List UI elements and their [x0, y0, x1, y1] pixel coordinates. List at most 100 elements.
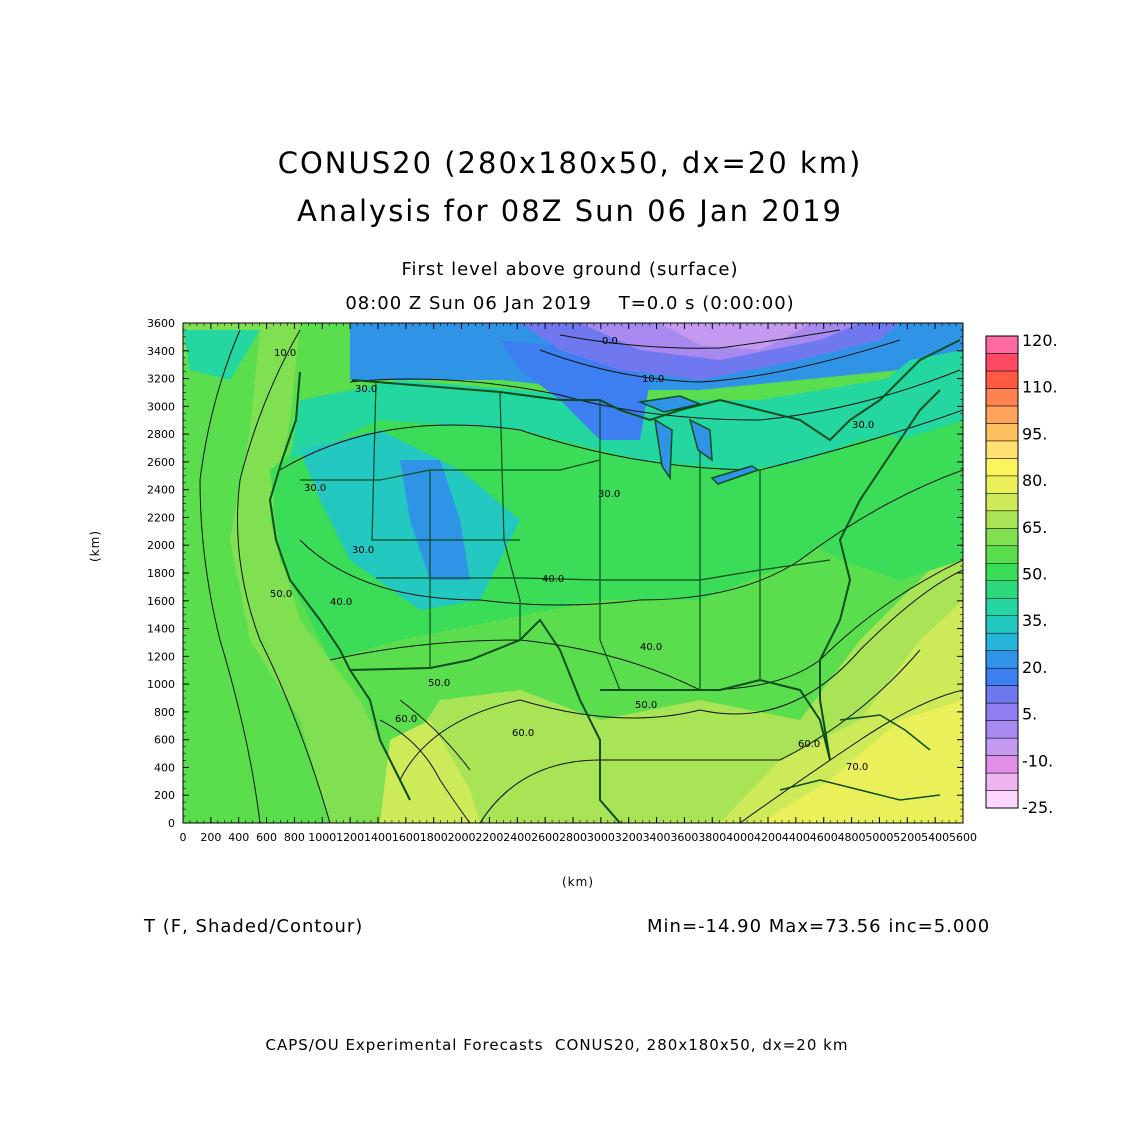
- x-tick-label: 3800: [698, 831, 726, 844]
- x-tick-label: 3000: [587, 831, 615, 844]
- colorbar-swatch: [985, 405, 1019, 424]
- lake-huron: [688, 418, 713, 462]
- title-line-1: CONUS20 (280x180x50, dx=20 km): [277, 146, 863, 180]
- contour-label: 0.0: [602, 336, 618, 347]
- southern-border: [349, 618, 621, 823]
- y-tick-label: 2600: [147, 456, 175, 469]
- contour-label: 40.0: [330, 597, 352, 608]
- contour-label: 40.0: [640, 642, 662, 653]
- contour-lines: [199, 329, 963, 823]
- shaded-field: [183, 323, 963, 823]
- colorbar-label: 20.: [1022, 658, 1047, 677]
- colorbar-swatch: [985, 528, 1019, 547]
- colorbar-swatch: [985, 720, 1019, 739]
- valid-time-label: 08:00 Z Sun 06 Jan 2019 T=0.0 s (0:00:00…: [345, 293, 795, 314]
- hispaniola: [779, 779, 941, 801]
- x-tick-label: 1000: [308, 831, 336, 844]
- state-line: [300, 459, 601, 481]
- x-tick-label: 5000: [865, 831, 893, 844]
- y-tick-label: 1400: [147, 623, 175, 636]
- west-coastline: [268, 371, 411, 801]
- contour-label: 30.0: [352, 545, 374, 556]
- colorbar-swatch: [985, 790, 1019, 809]
- y-tick-label: 800: [154, 706, 175, 719]
- contour-label: 50.0: [635, 700, 657, 711]
- x-tick-label: 2400: [503, 831, 531, 844]
- contour-label: 60.0: [798, 739, 820, 750]
- northern-border: [351, 339, 961, 442]
- x-tick-label: 1800: [420, 831, 448, 844]
- x-tick-label: 2200: [475, 831, 503, 844]
- x-tick-label: 2000: [448, 831, 476, 844]
- colorbar-swatch: [985, 650, 1019, 669]
- x-tick-label: 3400: [643, 831, 671, 844]
- x-tick-label: 5600: [949, 831, 977, 844]
- contour-label: 60.0: [512, 728, 534, 739]
- lake-erie: [710, 465, 760, 485]
- y-tick-label: 400: [154, 761, 175, 774]
- contour-line: [279, 409, 963, 471]
- colorbar-swatch: [985, 755, 1019, 774]
- state-line: [371, 381, 431, 668]
- colorbar-swatch: [985, 580, 1019, 599]
- lake-michigan: [654, 418, 673, 481]
- lake-superior: [637, 395, 703, 413]
- x-tick-label: 2600: [531, 831, 559, 844]
- colorbar-swatch: [985, 370, 1019, 389]
- field-rockies-cold: [400, 460, 470, 580]
- colorbar-swatch: [985, 545, 1019, 564]
- field-mexico-warm: [380, 720, 480, 823]
- contour-line: [399, 569, 963, 781]
- colorbar-label: 80.: [1022, 471, 1047, 490]
- contour-label: 40.0: [542, 574, 564, 585]
- contour-line: [399, 699, 471, 771]
- colorbar-swatch: [985, 563, 1019, 581]
- contour-line: [479, 649, 921, 823]
- contour-label: 70.0: [846, 762, 868, 773]
- colorbar-label: -25.: [1022, 798, 1053, 817]
- colorbar-label: -10.: [1022, 751, 1053, 770]
- state-line: [376, 559, 831, 581]
- colorbar-label: 110.: [1022, 378, 1058, 397]
- east-coast: [819, 389, 941, 761]
- title-line-2: Analysis for 08Z Sun 06 Jan 2019: [296, 194, 843, 228]
- contour-label: 30.0: [355, 384, 377, 395]
- colorbar-swatch: [985, 440, 1019, 459]
- y-tick-label: 600: [154, 734, 175, 747]
- y-tick-label: 1000: [147, 678, 175, 691]
- contour-label: 30.0: [304, 483, 326, 494]
- variable-label: T (F, Shaded/Contour): [144, 916, 364, 937]
- level-label: First level above ground (surface): [401, 259, 739, 280]
- x-axis: 0 200 400 600 800 1000 1200 1400 1600 1800 2000 220…: [180, 323, 977, 844]
- x-tick-label: 400: [228, 831, 249, 844]
- colorbar-swatch: [985, 510, 1019, 529]
- contour-label: 30.0: [598, 489, 620, 500]
- great-lakes: [637, 395, 760, 485]
- colorbar-swatch: [985, 388, 1019, 407]
- colorbar-swatch: [985, 667, 1019, 686]
- colorbar-swatch: [985, 335, 1019, 354]
- contour-line: [739, 689, 963, 823]
- colorbar-swatch: [985, 737, 1019, 756]
- contour-line: [539, 339, 901, 383]
- colorbar-label: 95.: [1022, 424, 1047, 443]
- field-maine: [850, 350, 963, 440]
- y-tick-label: 2800: [147, 428, 175, 441]
- y-tick-label: 3000: [147, 400, 175, 413]
- x-tick-label: 4000: [726, 831, 754, 844]
- x-tick-label: 4600: [810, 831, 838, 844]
- state-line: [429, 470, 520, 541]
- colorbar: 120. 110. 95. 80. 65. 50. 35. 20. 5. -10. -25.: [985, 331, 1058, 817]
- colorbar-label: 50.: [1022, 565, 1047, 584]
- x-tick-label: 5400: [921, 831, 949, 844]
- y-tick-label: 1800: [147, 567, 175, 580]
- colorbar-swatch: [985, 353, 1019, 372]
- colorbar-frame: [985, 335, 1019, 809]
- x-tick-label: 0: [180, 831, 187, 844]
- x-tick-label: 3600: [670, 831, 698, 844]
- contour-line: [559, 329, 841, 349]
- y-tick-label: 2000: [147, 539, 175, 552]
- y-axis: 0 200 400 600 800 1000 1200 1400 1600 1800 2000 220…: [147, 317, 963, 830]
- islands: [779, 714, 941, 801]
